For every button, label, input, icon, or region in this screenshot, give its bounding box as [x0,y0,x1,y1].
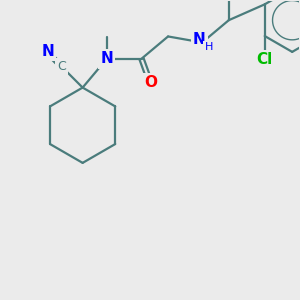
Text: N: N [100,51,113,66]
Text: O: O [144,75,157,90]
Text: N: N [41,44,54,59]
Text: C: C [57,60,66,73]
Text: Cl: Cl [256,52,273,67]
Text: H: H [205,42,213,52]
Text: N: N [193,32,206,47]
